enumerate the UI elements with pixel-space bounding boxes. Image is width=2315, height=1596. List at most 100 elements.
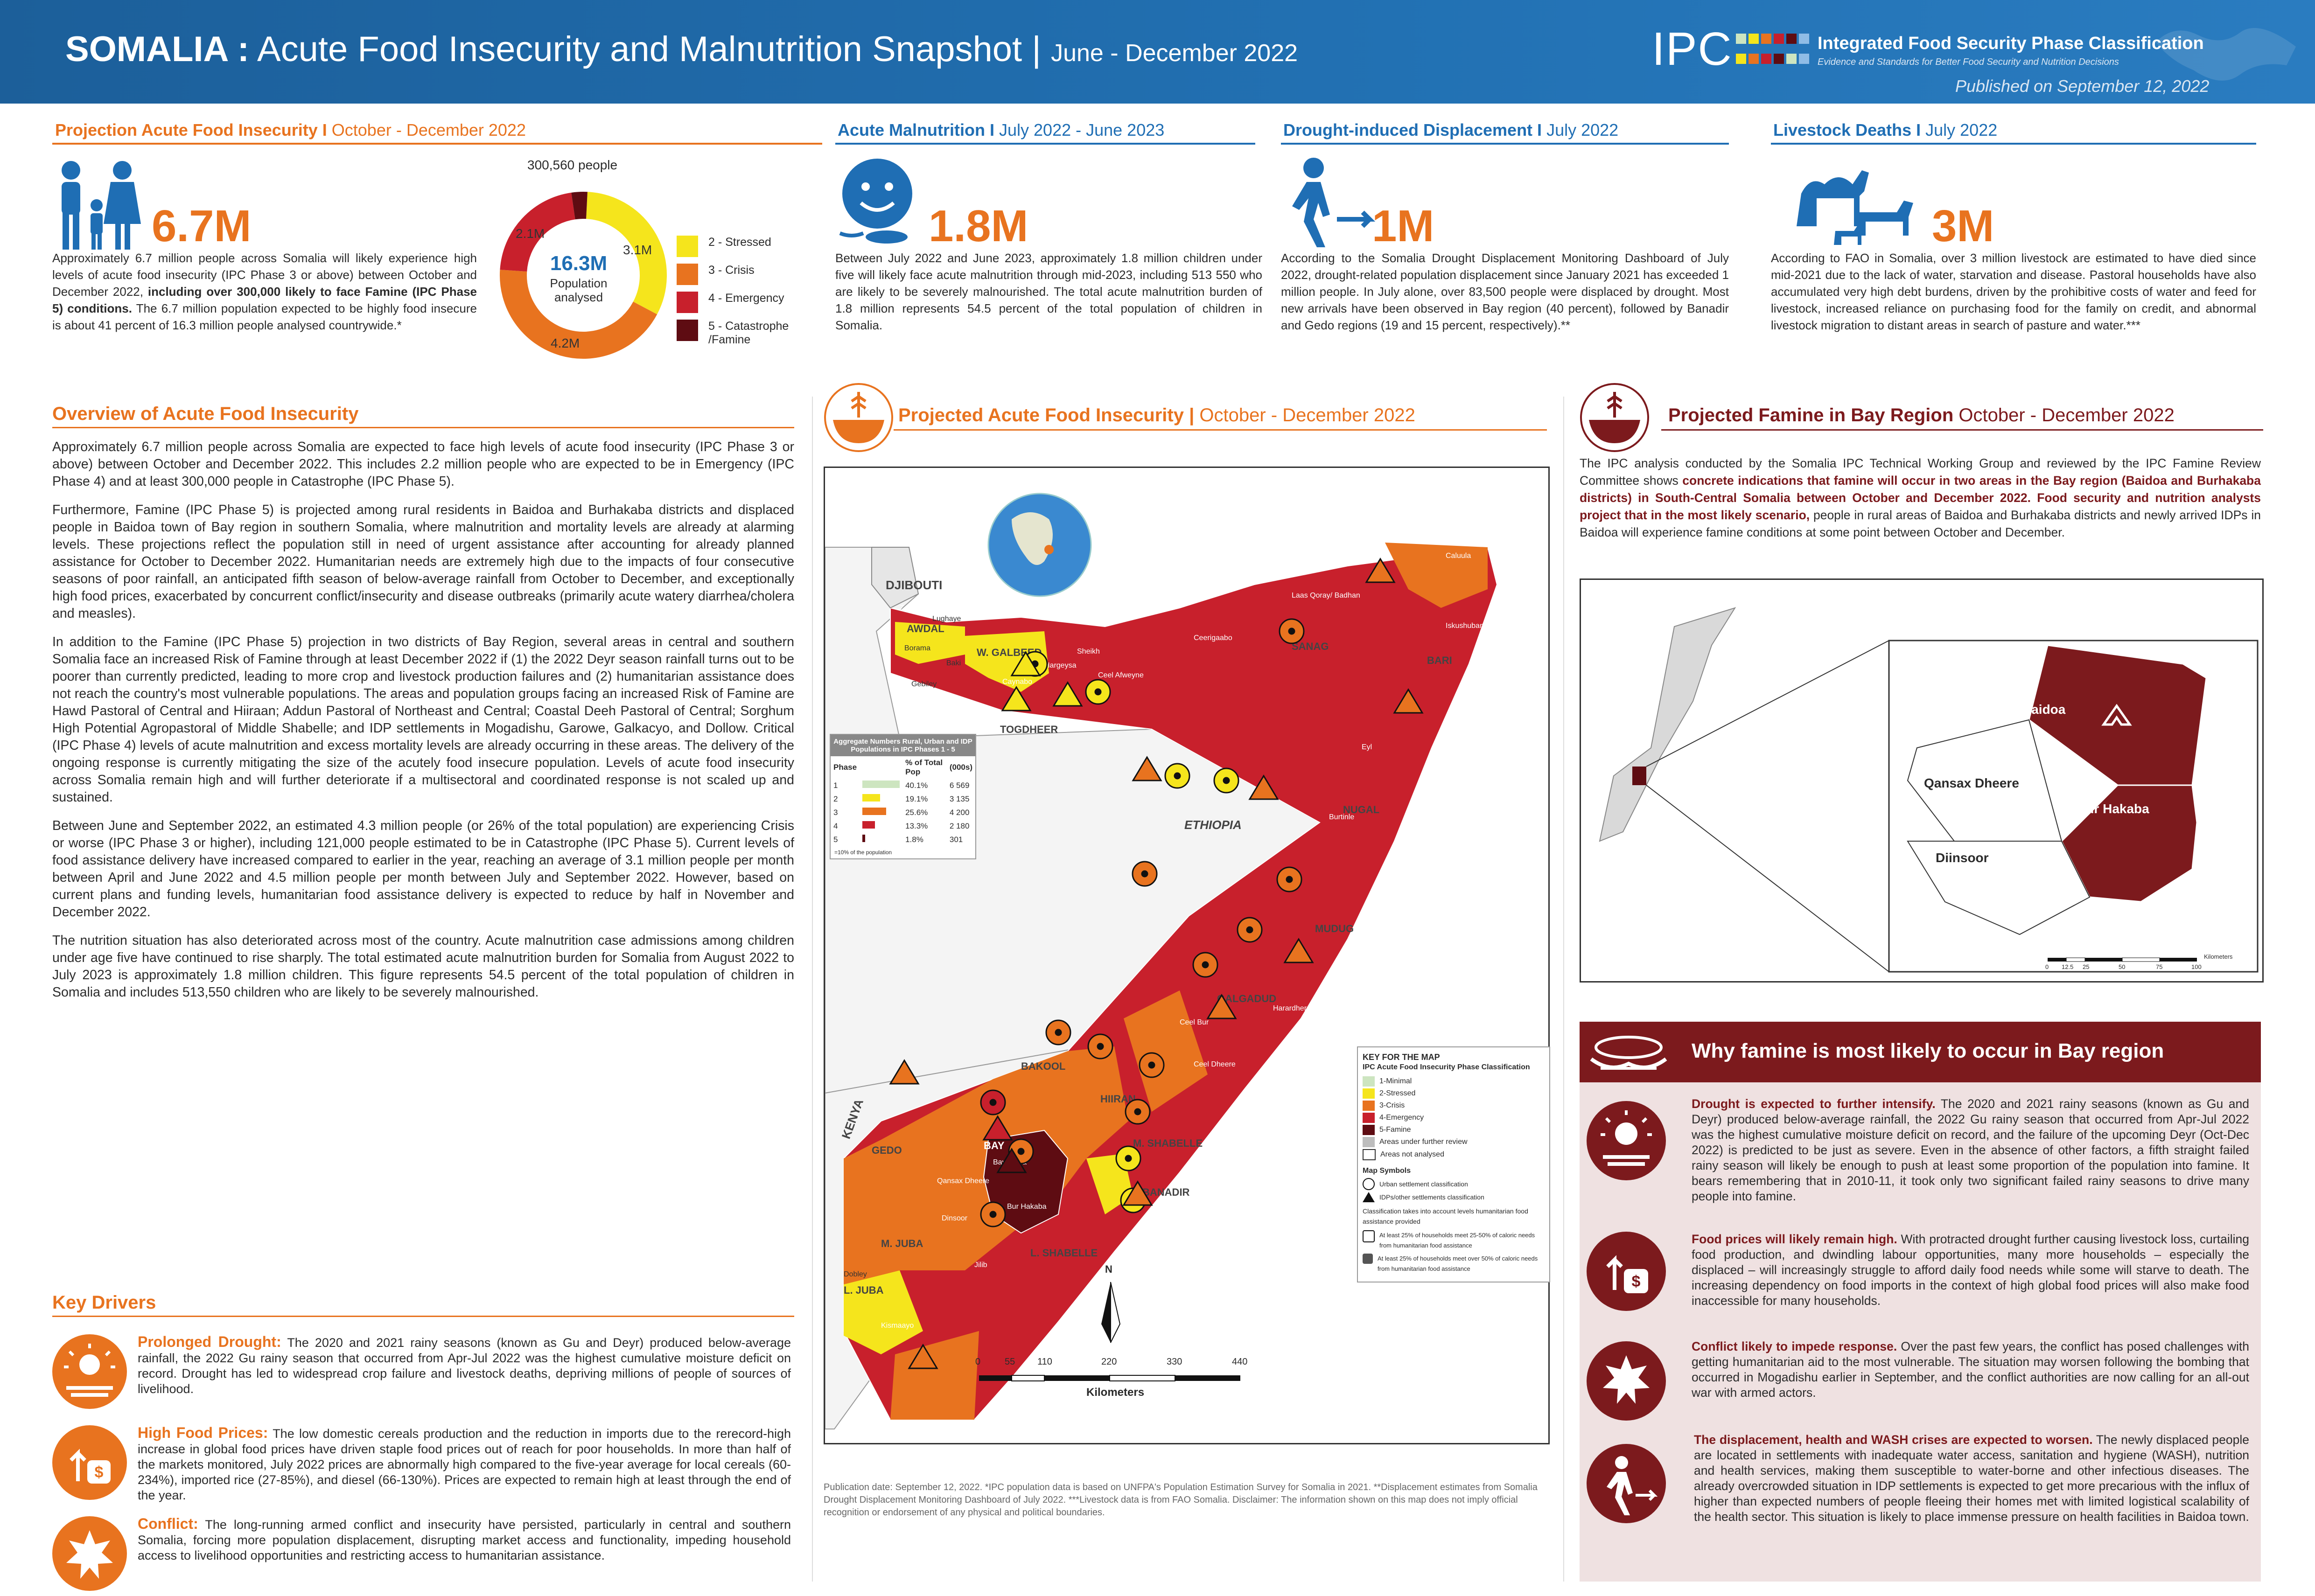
key-item-famine: 5-Famine (1363, 1125, 1545, 1135)
scale-tick: 55 (1005, 1357, 1015, 1367)
somalia-ipc-map: DJIBOUTI ETHIOPIA KENYA AWDAL W. GALBEED… (824, 467, 1550, 1444)
world-map-watermark (2156, 28, 2296, 81)
map-symbols-title: Map Symbols (1363, 1167, 1411, 1175)
label-l-juba: L. JUBA (844, 1284, 884, 1296)
key-item-not-analysed: Areas not analysed (1363, 1149, 1545, 1160)
district-label: Caluula (1446, 552, 1471, 560)
label-mudug: MUDUG (1315, 923, 1354, 934)
label-sanag: SANAG (1292, 641, 1329, 652)
map-key-note: Classification takes into account levels… (1363, 1207, 1528, 1225)
phase-col-header: Phase (833, 763, 857, 772)
district-label: Lughaye (932, 615, 961, 623)
district-label: Laas Qoray/ Badhan (1292, 592, 1360, 599)
projection-text: Approximately 6.7 million people across … (52, 251, 477, 332)
population-donut-chart (500, 192, 667, 359)
driver-drought: Prolonged Drought: The 2020 and 2021 rai… (138, 1333, 791, 1396)
inset-scale-tick: 75 (2156, 963, 2163, 970)
bay-inset-canvas (1599, 607, 2259, 973)
ipc-name: Integrated Food Security Phase Classific… (1818, 34, 2204, 53)
donut-label-stressed: 3.1M (623, 243, 652, 257)
food-price-icon: $ (1587, 1232, 1666, 1311)
header-banner (0, 0, 2315, 104)
bay-heading-rule (1661, 429, 2263, 431)
donut-slice-phase-4 (500, 192, 576, 272)
donut-label-emergency: 2.1M (516, 226, 545, 241)
phase-cell: 2 (833, 794, 838, 803)
legend-item-crisis: 3 - Crisis (677, 264, 831, 285)
label-ethiopia: ETHIOPIA (1184, 818, 1242, 832)
scale-tick: 220 (1101, 1357, 1117, 1367)
inset-scale-km: Kilometers (2204, 953, 2233, 960)
district-label: Jilib (974, 1261, 987, 1269)
why-famine-panel (1580, 1022, 2261, 1582)
malnutrition-heading: Acute Malnutrition I July 2022 - June 20… (838, 120, 1165, 139)
legend-item-emergency: 4 - Emergency (677, 292, 831, 313)
donut-slice-phase-2 (586, 192, 667, 314)
map-key-title: KEY FOR THE MAP (1363, 1052, 1440, 1062)
district-label: Baki (946, 659, 961, 667)
label-bakool: BAKOOL (1021, 1060, 1066, 1072)
zone-bari-crisis (1385, 543, 1488, 608)
num-cell: 301 (949, 835, 963, 844)
displacement-heading: Drought-induced Displacement I July 2022 (1283, 120, 1619, 139)
published-date: Published on September 12, 2022 (1955, 77, 2210, 96)
district-label: Dobley (844, 1270, 867, 1278)
legend-item-famine: 5 - Catastrophe /Famine (677, 320, 831, 347)
ipc-logo: IPC (1652, 23, 1733, 75)
livestock-big-number: 3M (1932, 201, 1994, 251)
inset-label-diinsoor: Diinsoor (1936, 850, 1989, 865)
district-label: Harardhere (1273, 1004, 1311, 1012)
district-label: Ceerigaabo (1194, 634, 1232, 642)
north-arrow-label: N (1105, 1263, 1112, 1275)
key-item-crisis: 3-Crisis (1363, 1101, 1545, 1111)
key-item-stressed: 2-Stressed (1363, 1088, 1545, 1099)
scale-tick: 330 (1167, 1357, 1182, 1367)
inset-label-baidoa: Baidoa (2022, 702, 2066, 717)
pct-col-header: % of Total Pop (905, 758, 943, 776)
label-nugal: NUGAL (1343, 804, 1380, 815)
zone-hiiraan-crisis (1124, 990, 1208, 1112)
inset-scale-tick: 12.5 (2062, 963, 2074, 970)
district-label: Burtinle (1329, 813, 1355, 821)
svg-text:$: $ (1632, 1273, 1641, 1290)
phase-cell: 4 (833, 821, 838, 830)
label-bari: BARI (1427, 655, 1452, 666)
phase-population-table: Aggregate Numbers Rural, Urban and IDP P… (830, 734, 976, 859)
pct-cell: 1.8% (905, 835, 923, 844)
bay-heading: Projected Famine in Bay Region October -… (1668, 405, 2175, 425)
overview-paragraph-1: Approximately 6.7 million people across … (52, 439, 794, 489)
scale-tick: 0 (975, 1357, 981, 1367)
inset-label-buur-hakaba: Buur Hakaba (2069, 801, 2149, 816)
price-increase-icon: $ (52, 1425, 127, 1500)
donut-center-value: 16.3M (550, 252, 608, 275)
zone-lower-juba-stressed (844, 1270, 923, 1354)
walking-person-icon (1292, 158, 1376, 247)
symbol-ha-25-50: At least 25% of households meet 25-50% o… (1363, 1230, 1545, 1251)
label-m-shabelle: M. SHABELLE (1133, 1137, 1203, 1149)
num-cell: 4 200 (949, 808, 970, 817)
why-item-conflict: Conflict likely to impede response. Over… (1692, 1339, 2250, 1400)
label-bay: BAY (984, 1140, 1005, 1151)
symbol-idp: IDPs/other settlements classification (1363, 1192, 1545, 1202)
inset-label-qansax-dheere: Qansax Dheere (1924, 776, 2019, 790)
district-label: Borama (904, 644, 931, 652)
district-label: Qansax Dheere (937, 1177, 990, 1185)
inset-scale-tick: 0 (2045, 963, 2049, 970)
pct-cell: 40.1% (905, 781, 928, 790)
bay-intro: The IPC analysis conducted by the Somali… (1580, 456, 2261, 539)
key-item-review: Areas under further review (1363, 1137, 1545, 1147)
donut-slice-phase-3 (500, 270, 657, 359)
district-label: Ceel Dheere (1194, 1060, 1236, 1068)
district-label: Ceel Bur (1180, 1018, 1209, 1026)
phase-table-title: Aggregate Numbers Rural, Urban and IDP P… (831, 735, 975, 756)
symbol-ha-over-50: At least 25% of households meet over 50%… (1363, 1254, 1545, 1274)
livestock-rule (1771, 143, 2256, 145)
phase-cell: 3 (833, 808, 838, 817)
phase-share-bar (862, 821, 875, 829)
pct-cell: 25.6% (905, 808, 928, 817)
symbol-urban: Urban settlement classification (1363, 1178, 1545, 1190)
phase-share-bar (862, 808, 887, 815)
label-m-juba: M. JUBA (881, 1238, 923, 1249)
inset-scale-tick: 100 (2191, 963, 2202, 970)
malnutrition-rule (835, 143, 1255, 145)
